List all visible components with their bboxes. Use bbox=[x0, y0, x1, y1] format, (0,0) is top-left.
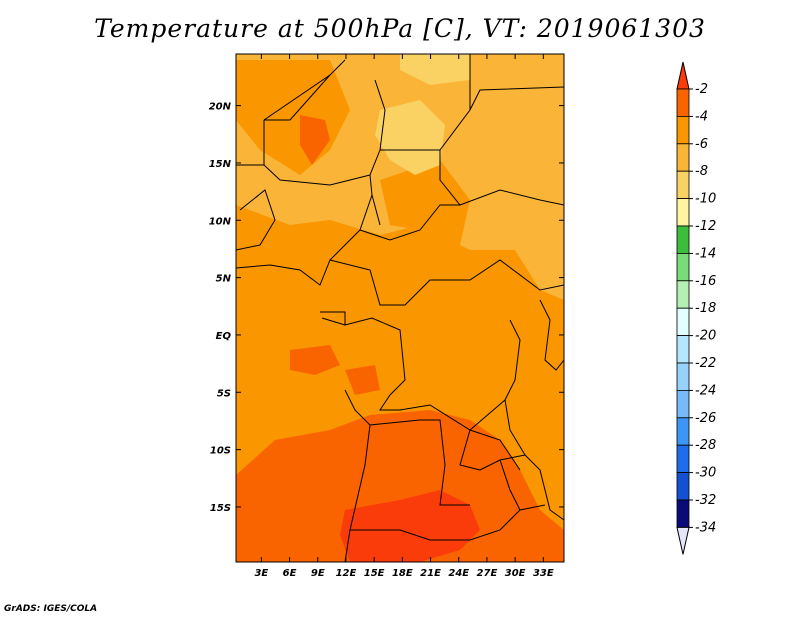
x-tick-label: 6E bbox=[283, 568, 297, 579]
y-tick-label: 15N bbox=[209, 159, 232, 170]
temperature-field bbox=[236, 54, 564, 562]
x-tick-label: 30E bbox=[505, 568, 526, 579]
y-tick-label: 5N bbox=[216, 274, 232, 285]
colorbar-swatch bbox=[676, 417, 690, 446]
x-tick-label: 12E bbox=[336, 568, 357, 579]
colorbar-label: -14 bbox=[695, 246, 716, 261]
colorbar-label: -2 bbox=[695, 82, 708, 97]
colorbar-label: -30 bbox=[695, 466, 716, 481]
colorbar: -2 -4 -6 -8 -10 -12 -14 -16 -18 -20 -22 -24 -26 -28 -3… bbox=[676, 61, 716, 555]
field-mid-warm-2 bbox=[345, 365, 380, 395]
colorbar-label: -34 bbox=[695, 520, 716, 535]
colorbar-swatch bbox=[676, 170, 690, 199]
x-tick-label: 15E bbox=[364, 568, 385, 579]
colorbar-max-arrow bbox=[676, 61, 690, 90]
colorbar-label: -24 bbox=[695, 383, 716, 398]
colorbar-min-arrow bbox=[676, 526, 690, 555]
y-tick-label: EQ bbox=[216, 331, 232, 342]
colorbar-swatch bbox=[676, 280, 690, 309]
colorbar-swatch bbox=[676, 198, 690, 227]
x-axis: 3E 6E 9E 12E 15E 18E 21E 24E 27E 30E 33E bbox=[254, 54, 554, 579]
footer-credit: GrADS: IGES/COLA bbox=[4, 604, 98, 614]
field-north-warm-3 bbox=[380, 160, 470, 245]
colorbar-swatch bbox=[676, 116, 690, 145]
colorbar-label: -6 bbox=[695, 137, 708, 152]
colorbar-swatch bbox=[676, 472, 690, 501]
chart-title: Temperature at 500hPa [C], VT: 201906130… bbox=[94, 14, 706, 43]
colorbar-swatch bbox=[676, 444, 690, 474]
colorbar-swatch bbox=[676, 307, 690, 337]
colorbar-swatch bbox=[676, 389, 690, 419]
field-mid-warm bbox=[290, 345, 340, 375]
y-tick-label: 5S bbox=[217, 388, 231, 399]
plot-frame bbox=[235, 53, 565, 563]
country-borders bbox=[236, 54, 564, 562]
colorbar-swatch bbox=[676, 499, 690, 528]
x-tick-label: 18E bbox=[392, 568, 413, 579]
y-axis: 20N 15N 10N 5N EQ 5S 10S 15S bbox=[209, 102, 564, 514]
x-tick-label: 33E bbox=[533, 568, 554, 579]
colorbar-swatch bbox=[676, 362, 690, 391]
field-top-strip bbox=[400, 54, 470, 85]
colorbar-label: -8 bbox=[695, 164, 708, 179]
y-tick-label: 10S bbox=[210, 446, 231, 457]
colorbar-label: -26 bbox=[695, 411, 716, 426]
field-cool-patch bbox=[375, 100, 445, 175]
x-tick-label: 27E bbox=[477, 568, 498, 579]
colorbar-label: -12 bbox=[695, 219, 716, 234]
y-tick-label: 15S bbox=[210, 503, 231, 514]
colorbar-label: -16 bbox=[695, 274, 716, 289]
colorbar-swatch bbox=[676, 335, 690, 364]
colorbar-label: -20 bbox=[695, 329, 716, 344]
colorbar-swatch bbox=[676, 88, 690, 117]
x-tick-label: 3E bbox=[254, 568, 268, 579]
colorbar-label: -28 bbox=[695, 438, 716, 453]
field-north-warm-2 bbox=[300, 115, 330, 165]
colorbar-label: -18 bbox=[695, 301, 716, 316]
y-tick-label: 20N bbox=[209, 102, 232, 113]
colorbar-label: -10 bbox=[695, 192, 716, 207]
colorbar-label: -22 bbox=[695, 356, 716, 371]
x-tick-label: 9E bbox=[311, 568, 325, 579]
field-south-hot bbox=[340, 490, 480, 562]
colorbar-swatch bbox=[676, 143, 690, 172]
x-tick-label: 21E bbox=[420, 568, 441, 579]
y-tick-label: 10N bbox=[209, 216, 232, 227]
colorbar-label: -32 bbox=[695, 493, 716, 508]
colorbar-label: -4 bbox=[695, 109, 708, 124]
colorbar-swatch bbox=[676, 225, 690, 254]
field-south-warm bbox=[236, 410, 564, 562]
colorbar-swatch bbox=[676, 252, 690, 282]
x-tick-label: 24E bbox=[448, 568, 469, 579]
